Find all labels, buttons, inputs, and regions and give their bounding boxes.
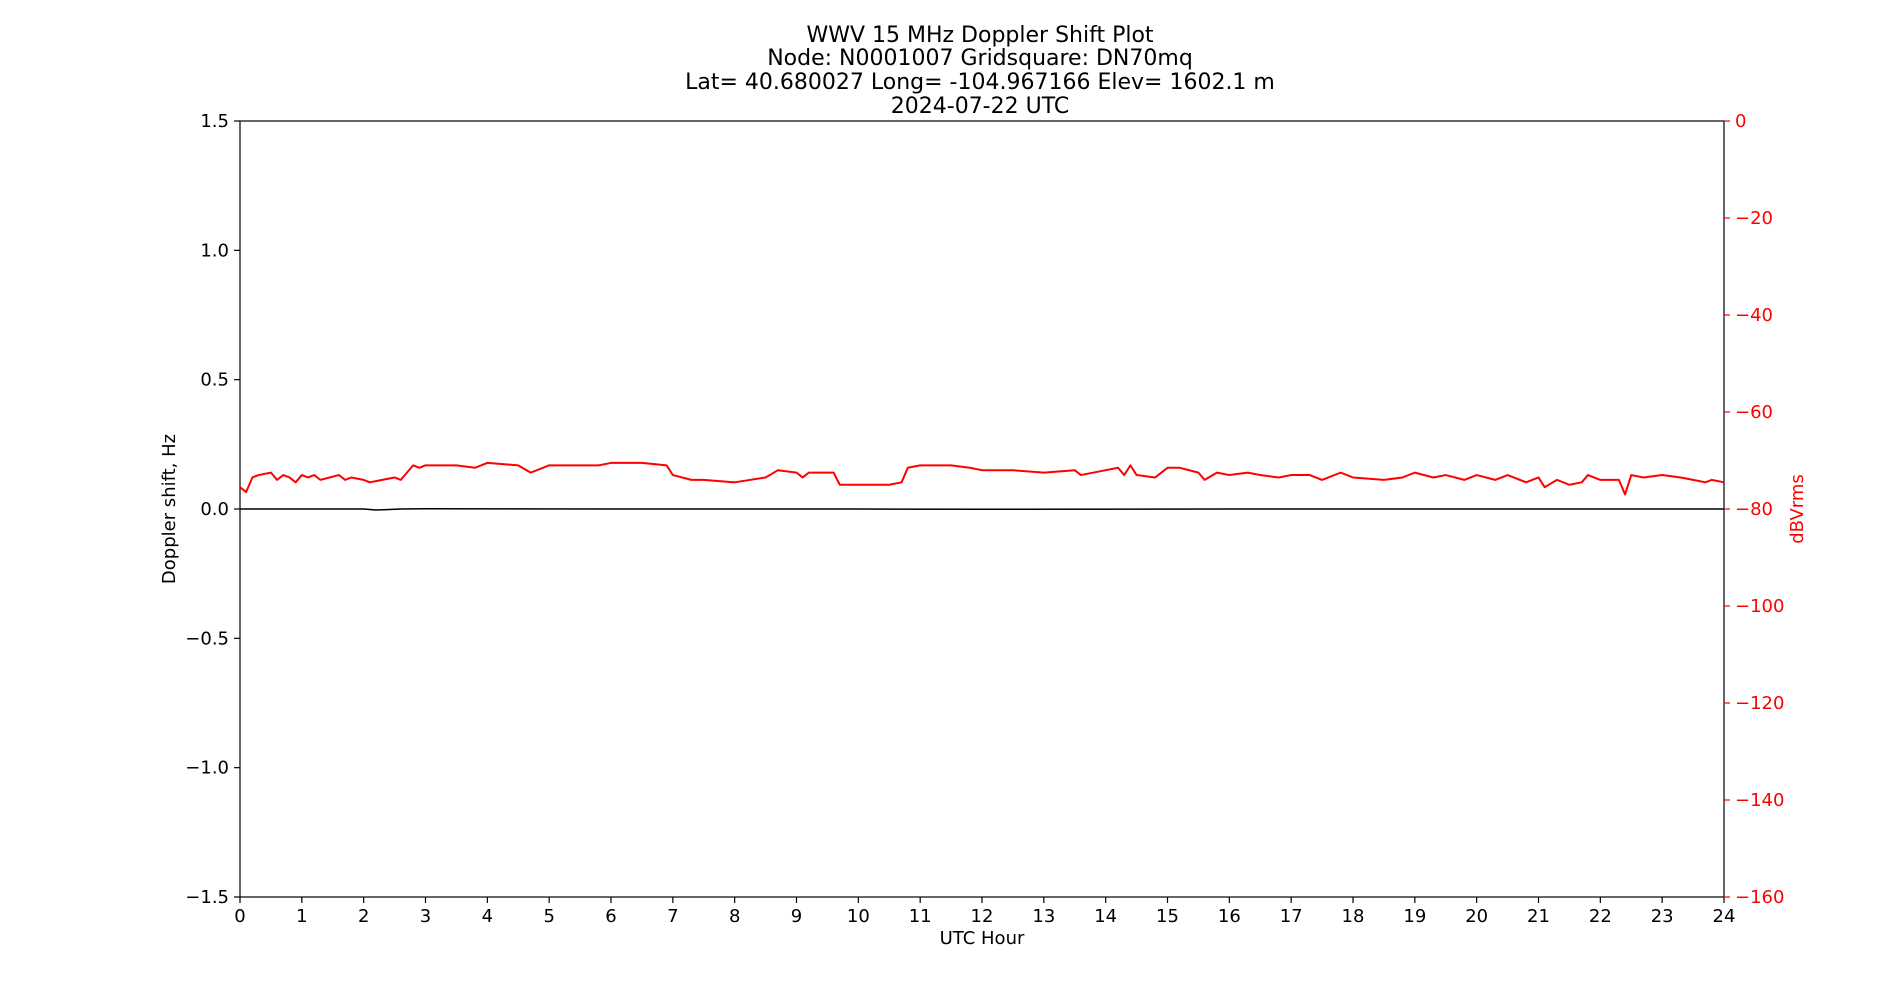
y2-tick-label: −160 — [1735, 887, 1784, 908]
y-axis-left: 1.5 1.0 0.5 0.0 −0.5 −1.0 −1.5 — [185, 111, 240, 908]
x-tick-label: 6 — [605, 906, 616, 927]
y2-tick-label: −120 — [1735, 693, 1784, 714]
title-line-1: WWV 15 MHz Doppler Shift Plot — [806, 23, 1153, 48]
x-tick-label: 17 — [1280, 906, 1303, 927]
x-tick-label: 12 — [971, 906, 994, 927]
y-tick-label: −1.0 — [185, 758, 229, 779]
x-tick-label: 20 — [1465, 906, 1488, 927]
x-tick-label: 18 — [1342, 906, 1365, 927]
x-tick-label: 19 — [1403, 906, 1426, 927]
y2-tick-label: −80 — [1735, 499, 1773, 520]
title-line-3: Lat= 40.680027 Long= -104.967166 Elev= 1… — [685, 70, 1275, 95]
x-tick-label: 21 — [1527, 906, 1550, 927]
x-tick-label: 1 — [296, 906, 307, 927]
x-tick-label: 7 — [667, 906, 678, 927]
x-tick-label: 11 — [909, 906, 932, 927]
x-tick-label: 23 — [1651, 906, 1674, 927]
y2-tick-label: 0 — [1735, 111, 1746, 132]
x-tick-label: 24 — [1713, 906, 1736, 927]
y-axis-right: 0 −20 −40 −60 −80 −100 −120 −140 −160 — [1724, 111, 1784, 908]
y2-tick-label: −100 — [1735, 596, 1784, 617]
title-line-4: 2024-07-22 UTC — [891, 94, 1069, 119]
y2-tick-label: −40 — [1735, 305, 1773, 326]
power-series-line — [239, 461, 1725, 496]
y-tick-label: 0.5 — [200, 370, 229, 391]
y2-tick-label: −140 — [1735, 790, 1784, 811]
y-tick-label: 1.5 — [200, 111, 229, 132]
y2-tick-label: −20 — [1735, 208, 1773, 229]
x-tick-label: 8 — [729, 906, 740, 927]
doppler-series-line — [240, 507, 1724, 511]
y-tick-label: −0.5 — [185, 628, 229, 649]
x-tick-label: 15 — [1156, 906, 1179, 927]
chart-title: WWV 15 MHz Doppler Shift Plot Node: N000… — [685, 23, 1275, 119]
y2-axis-label: dBVrms — [1787, 474, 1808, 544]
series-layer — [239, 461, 1725, 511]
x-tick-label: 2 — [358, 906, 369, 927]
x-tick-label: 10 — [847, 906, 870, 927]
y-tick-label: −1.5 — [185, 887, 229, 908]
x-tick-label: 22 — [1589, 906, 1612, 927]
x-tick-label: 13 — [1032, 906, 1055, 927]
plot-area — [239, 120, 1725, 898]
x-tick-label: 5 — [543, 906, 554, 927]
x-tick-label: 3 — [420, 906, 431, 927]
y-axis-label: Doppler shift, Hz — [159, 434, 180, 584]
x-tick-label: 9 — [791, 906, 802, 927]
title-line-2: Node: N0001007 Gridsquare: DN70mq — [767, 46, 1193, 71]
y2-tick-label: −60 — [1735, 402, 1773, 423]
y-tick-label: 0.0 — [200, 499, 229, 520]
x-tick-label: 4 — [482, 906, 493, 927]
x-axis: 0 1 2 3 4 5 6 7 8 9 10 11 12 13 14 15 16 17 18 19 20 21 22 23 24 — [234, 897, 1735, 927]
x-tick-label: 16 — [1218, 906, 1241, 927]
y-tick-label: 1.0 — [200, 240, 229, 261]
x-tick-label: 14 — [1094, 906, 1117, 927]
x-tick-label: 0 — [234, 906, 245, 927]
x-axis-label: UTC Hour — [940, 928, 1025, 949]
